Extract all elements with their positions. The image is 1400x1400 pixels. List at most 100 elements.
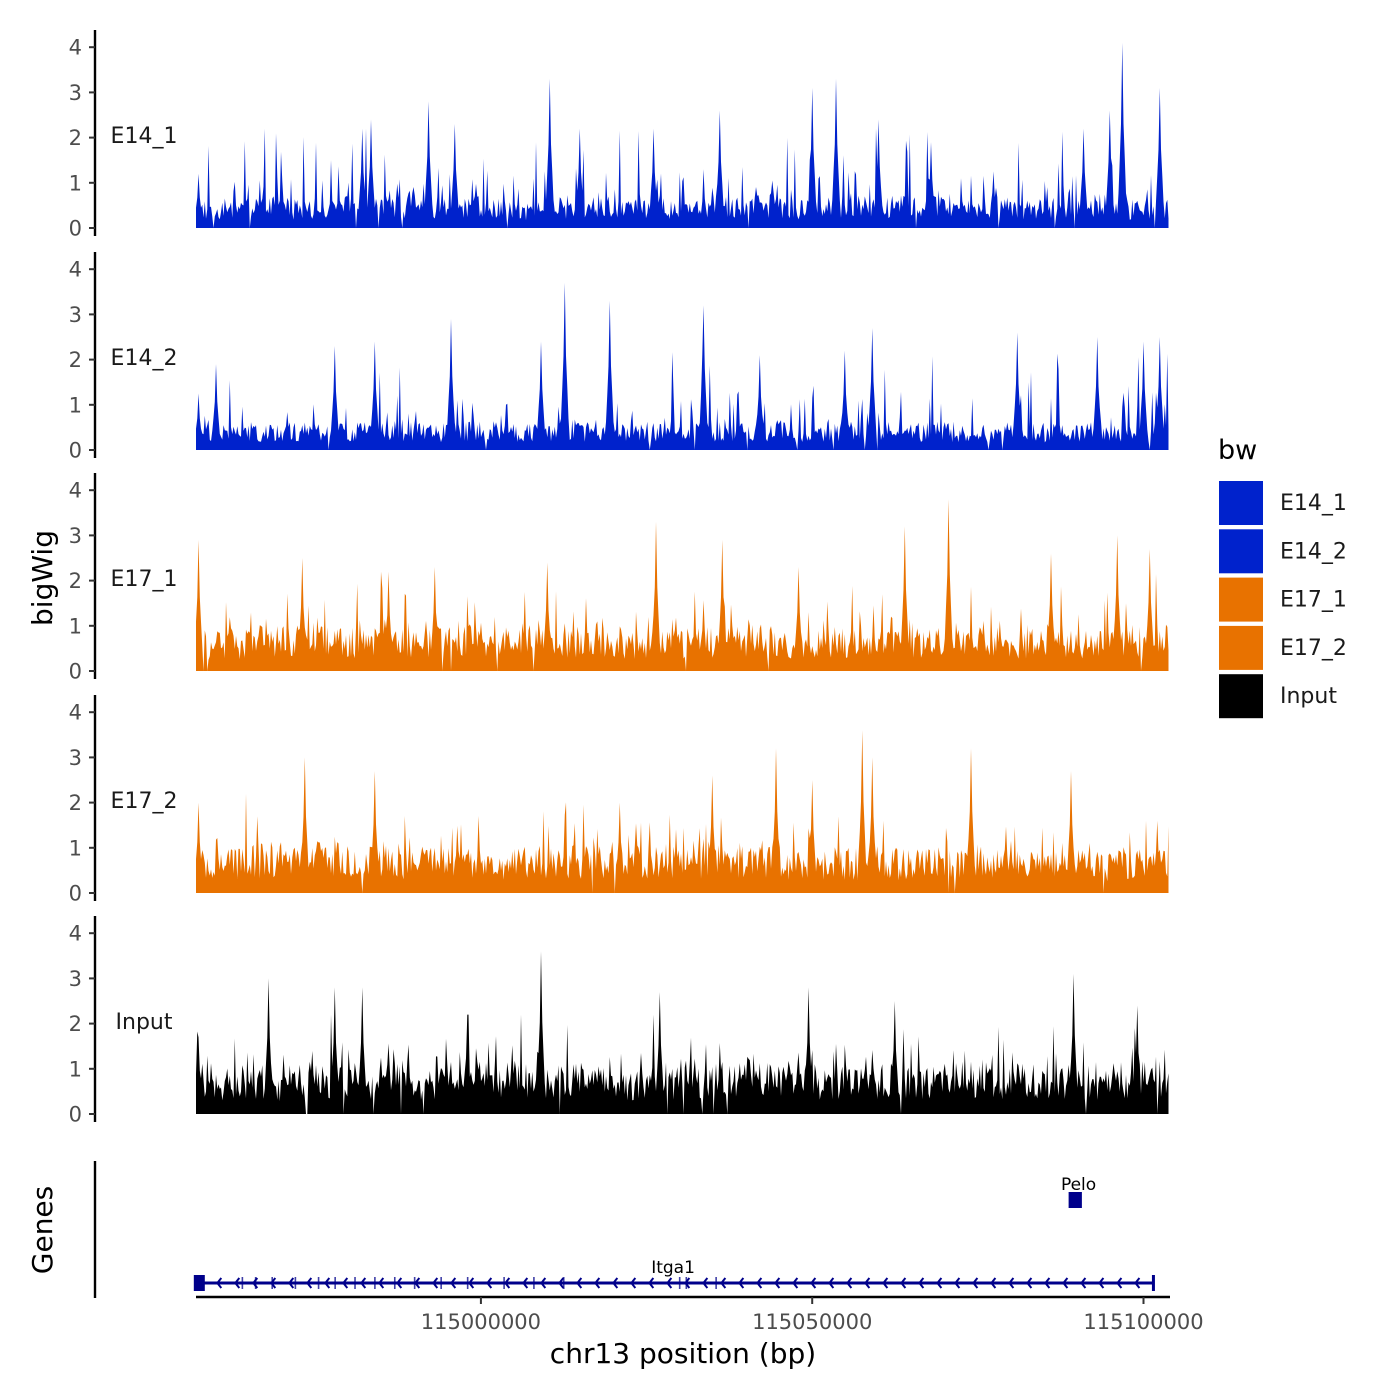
strand-arrow xyxy=(1116,1277,1123,1289)
legend-label: Input xyxy=(1280,684,1337,709)
exon xyxy=(317,1277,320,1289)
y-axis-title: bigWig xyxy=(26,530,59,626)
y-tick-label: 3 xyxy=(69,81,82,105)
legend: bw E14_1 E14_2 E17_1 E17_2 Input xyxy=(1217,435,1347,721)
strand-arrow xyxy=(486,1277,493,1289)
strand-arrow xyxy=(1062,1277,1069,1289)
track-e14-1: 0 1 2 3 4 E14_1 xyxy=(69,30,1169,241)
gene-label: Pelo xyxy=(1061,1175,1096,1195)
signal-area-e14-1 xyxy=(196,42,1169,229)
exon xyxy=(413,1277,416,1289)
gene-itga1: Itga1 xyxy=(193,1258,1155,1291)
strand-arrow xyxy=(504,1277,511,1289)
exon xyxy=(254,1277,257,1289)
y-tick-label: 0 xyxy=(69,217,82,241)
strand-arrow xyxy=(342,1277,349,1289)
y-tick-label: 2 xyxy=(69,791,82,815)
exon xyxy=(678,1277,681,1289)
strand-arrow xyxy=(810,1277,817,1289)
strand-arrow xyxy=(828,1277,835,1289)
x-axis-title: chr13 position (bp) xyxy=(550,1337,816,1370)
x-axis: 115000000 115050000 115100000 xyxy=(196,1295,1204,1334)
strand-arrow xyxy=(540,1277,547,1289)
strand-arrow xyxy=(558,1277,565,1289)
track-e14-2: 0 1 2 3 4 E14_2 xyxy=(69,252,1169,463)
track-label: E14_2 xyxy=(111,346,178,371)
strand-arrow xyxy=(450,1277,457,1289)
y-tick-label: 2 xyxy=(69,1012,82,1036)
strand-arrow xyxy=(864,1277,871,1289)
exon xyxy=(533,1277,535,1289)
legend-swatch xyxy=(1217,479,1265,527)
exon xyxy=(271,1277,273,1289)
strand-arrow xyxy=(324,1277,331,1289)
legend-label: E14_1 xyxy=(1280,491,1347,516)
track-label: E14_1 xyxy=(111,124,178,149)
track-e17-1: 0 1 2 3 4 E17_1 xyxy=(69,473,1169,684)
strand-arrow xyxy=(738,1277,745,1289)
legend-swatch xyxy=(1217,575,1265,624)
x-tick-label: 115000000 xyxy=(421,1310,541,1334)
legend-label: E17_2 xyxy=(1280,636,1347,661)
exon xyxy=(294,1277,297,1289)
strand-arrow xyxy=(720,1277,727,1289)
legend-item-e14-1: E14_1 xyxy=(1217,479,1347,527)
strand-arrow xyxy=(1080,1277,1087,1289)
y-tick-label: 1 xyxy=(69,393,82,417)
exon-block xyxy=(1068,1192,1082,1208)
strand-arrow xyxy=(1044,1277,1051,1289)
strand-arrow xyxy=(396,1277,403,1289)
y-tick-label: 1 xyxy=(69,614,82,638)
signal-area-e17-2 xyxy=(196,730,1169,893)
exon xyxy=(562,1277,565,1289)
exon xyxy=(334,1277,336,1289)
exon xyxy=(374,1277,376,1289)
y-tick-label: 4 xyxy=(69,258,82,282)
legend-swatch xyxy=(1217,623,1265,672)
legend-item-e17-1: E17_1 xyxy=(1217,575,1347,624)
strand-arrow xyxy=(990,1277,997,1289)
gene-label: Itga1 xyxy=(651,1258,695,1278)
signal-tracks: 0 1 2 3 4 E14_1 0 1 2 3 4 E14_2 0 1 2 3 4 E17_1 0 1 2 3 4 E17_2… xyxy=(69,30,1169,1127)
track-input: 0 1 2 3 4 Input xyxy=(69,916,1169,1127)
strand-arrow xyxy=(234,1277,241,1289)
strand-arrow xyxy=(270,1277,277,1289)
strand-arrow xyxy=(918,1277,925,1289)
y-tick-label: 3 xyxy=(69,967,82,991)
strand-arrow xyxy=(936,1277,943,1289)
strand-arrow xyxy=(684,1277,691,1289)
track-label: Input xyxy=(116,1010,173,1035)
y-tick-label: 3 xyxy=(69,524,82,548)
legend-swatch xyxy=(1217,672,1265,721)
strand-arrow xyxy=(1134,1277,1141,1289)
y-tick-label: 1 xyxy=(69,171,82,195)
strand-arrow xyxy=(378,1277,385,1289)
legend-label: E14_2 xyxy=(1280,539,1347,564)
exon xyxy=(503,1277,505,1289)
exon xyxy=(354,1277,356,1289)
strand-arrow xyxy=(216,1277,223,1289)
y-tick-label: 1 xyxy=(69,836,82,860)
legend-label: E17_1 xyxy=(1280,588,1347,613)
strand-arrow xyxy=(648,1277,655,1289)
legend-item-e14-2: E14_2 xyxy=(1217,527,1347,576)
strand-arrow xyxy=(792,1277,799,1289)
strand-arrow xyxy=(1008,1277,1015,1289)
y-tick-label: 0 xyxy=(69,1103,82,1127)
strand-arrow xyxy=(954,1277,961,1289)
legend-item-e17-2: E17_2 xyxy=(1217,623,1347,672)
gene-track: Itga1 Pelo xyxy=(93,1161,1155,1298)
track-label: E17_1 xyxy=(111,567,178,592)
x-tick-label: 115100000 xyxy=(1083,1310,1203,1334)
y-tick-label: 3 xyxy=(69,746,82,770)
strand-arrow xyxy=(630,1277,637,1289)
exon xyxy=(685,1277,688,1289)
y-tick-label: 2 xyxy=(69,348,82,372)
genes-axis-title: Genes xyxy=(26,1186,59,1274)
y-tick-label: 0 xyxy=(69,660,82,684)
strand-arrow xyxy=(774,1277,781,1289)
y-tick-label: 3 xyxy=(69,303,82,327)
strand-arrow xyxy=(594,1277,601,1289)
exon xyxy=(193,1275,205,1291)
